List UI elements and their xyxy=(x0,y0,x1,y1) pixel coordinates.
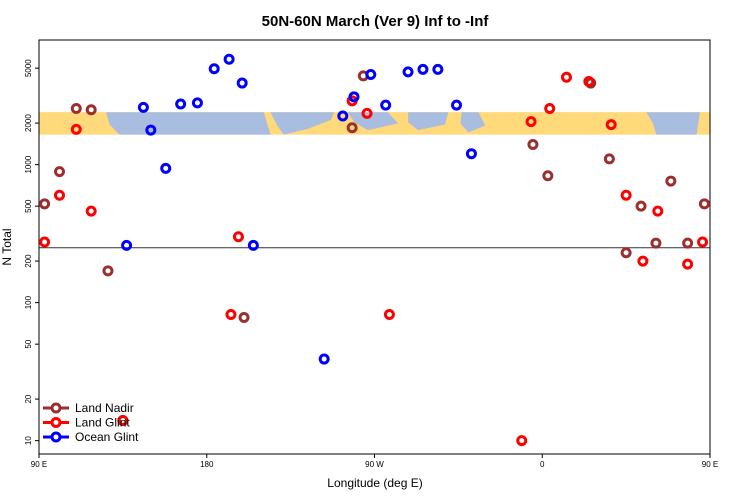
x-tick-label: 0 xyxy=(540,460,545,469)
data-point xyxy=(544,103,556,115)
y-tick-label: 50 xyxy=(24,339,33,348)
data-point xyxy=(383,309,395,321)
data-point xyxy=(365,68,377,80)
map-ocean-region xyxy=(646,112,700,135)
data-point xyxy=(682,237,694,249)
legend-marker xyxy=(50,417,62,428)
y-tick-label: 10 xyxy=(24,436,33,445)
data-point xyxy=(175,98,187,110)
data-point xyxy=(516,435,528,447)
legend-label: Ocean Glint xyxy=(75,430,139,444)
data-point xyxy=(117,414,129,426)
data-point xyxy=(348,91,360,103)
y-tick-label: 2000 xyxy=(24,114,33,132)
data-point xyxy=(451,99,463,111)
data-point xyxy=(337,110,349,122)
data-point xyxy=(232,231,244,243)
data-point xyxy=(525,116,537,128)
y-tick-label: 20 xyxy=(24,394,33,403)
data-point xyxy=(380,99,392,111)
data-point xyxy=(652,205,664,217)
plot-frame xyxy=(38,39,711,455)
legend-marker xyxy=(50,431,62,443)
series-land-nadir xyxy=(39,70,710,426)
x-tick-label: 90 W xyxy=(365,460,384,469)
data-point xyxy=(432,63,444,75)
data-point xyxy=(682,258,694,270)
data-point xyxy=(605,119,617,131)
series-land-glint xyxy=(39,71,709,447)
data-point xyxy=(620,189,632,201)
data-point xyxy=(208,63,220,75)
data-point xyxy=(318,353,330,365)
data-point xyxy=(697,236,709,248)
data-point xyxy=(70,123,82,135)
y-tick-label: 200 xyxy=(24,254,33,268)
data-point xyxy=(85,104,97,116)
map-ocean-region xyxy=(460,112,486,133)
y-tick-label: 500 xyxy=(24,199,33,213)
legend-label: Land Nadir xyxy=(75,401,134,415)
x-tick-label: 180 xyxy=(200,460,214,469)
data-point xyxy=(527,138,539,150)
x-axis-label: Longitude (deg E) xyxy=(327,476,422,490)
y-tick-label: 100 xyxy=(24,295,33,309)
series-ocean-glint xyxy=(121,53,477,365)
series-layer xyxy=(39,53,710,447)
data-point xyxy=(145,124,157,136)
data-point xyxy=(542,170,554,182)
map-ocean-region xyxy=(347,112,398,131)
chart-title: 50N-60N March (Ver 9) Inf to -Inf xyxy=(262,13,490,30)
data-point xyxy=(247,239,259,251)
data-point xyxy=(465,148,477,160)
map-band xyxy=(39,112,710,135)
data-point xyxy=(54,166,66,178)
data-point xyxy=(603,153,615,165)
data-point xyxy=(620,247,632,259)
data-point xyxy=(54,189,66,201)
data-point xyxy=(223,53,235,65)
map-ocean-region xyxy=(270,112,335,135)
x-tick-label: 90 E xyxy=(702,460,718,469)
data-point xyxy=(238,312,250,324)
legend-label: Land Glint xyxy=(75,416,130,430)
data-point xyxy=(635,200,647,212)
data-point xyxy=(236,77,248,89)
map-ocean-region xyxy=(106,112,271,135)
data-point xyxy=(39,198,51,210)
data-point xyxy=(665,175,677,187)
x-axis: 90 E 180 90 W 0 90 E xyxy=(31,454,718,469)
data-point xyxy=(225,309,237,321)
data-point xyxy=(191,97,203,109)
y-tick-label: 1000 xyxy=(24,155,33,173)
data-point xyxy=(346,122,358,134)
data-point xyxy=(361,107,373,119)
data-point xyxy=(402,66,414,78)
data-point xyxy=(698,198,710,210)
data-point xyxy=(560,71,572,83)
y-tick-label: 5000 xyxy=(24,59,33,77)
data-point xyxy=(121,239,133,251)
y-axis: 10 20 50 100 200 500 1000 2000 5000 xyxy=(24,59,39,445)
map-ocean-region xyxy=(408,112,449,131)
y-axis-label: N Total xyxy=(0,228,14,265)
data-point xyxy=(650,237,662,249)
data-point xyxy=(417,63,429,75)
data-point xyxy=(137,101,149,113)
x-tick-label: 90 E xyxy=(31,460,47,469)
data-point xyxy=(85,205,97,217)
data-point xyxy=(102,265,114,277)
data-point xyxy=(583,76,595,88)
data-point xyxy=(160,162,172,174)
legend-marker xyxy=(50,402,62,414)
data-point xyxy=(39,236,51,248)
data-point xyxy=(637,255,649,267)
data-point xyxy=(70,103,82,115)
